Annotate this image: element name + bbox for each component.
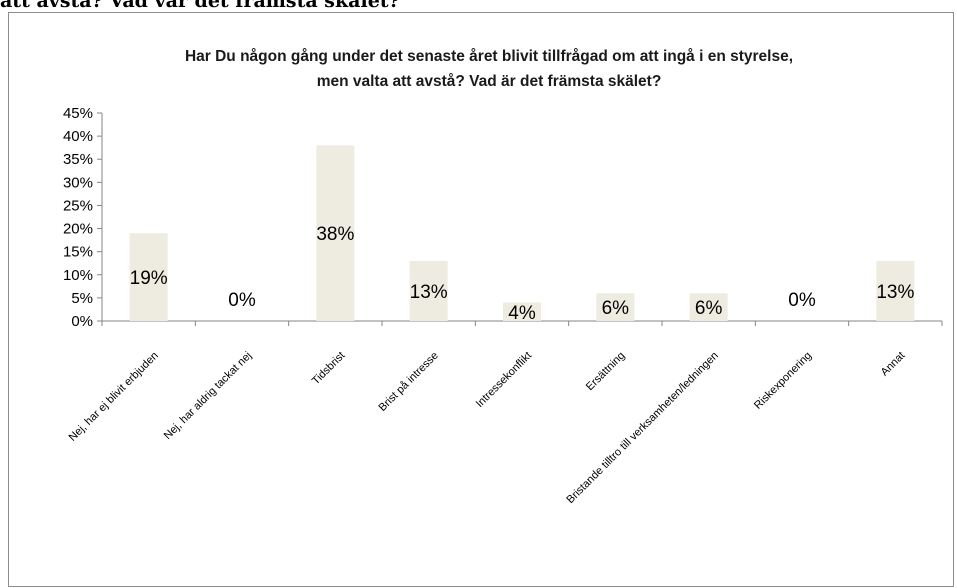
data-label: 13% xyxy=(410,282,448,303)
data-label: 13% xyxy=(876,282,914,303)
bars xyxy=(129,145,915,321)
chart-title-line2: men valta att avstå? Vad är det främsta … xyxy=(317,73,662,90)
bar xyxy=(503,302,541,321)
y-tick-label: 30% xyxy=(63,174,93,191)
data-label: 38% xyxy=(316,224,354,245)
chart-title: Har Du någon gång under det senaste året… xyxy=(185,48,793,65)
y-tick-label: 20% xyxy=(63,221,93,238)
y-tick-label: 0% xyxy=(71,313,93,330)
y-tick-label: 10% xyxy=(63,267,93,284)
y-tick-label: 25% xyxy=(63,197,93,214)
data-label: 19% xyxy=(130,268,168,289)
category-label: Nej, har ej blivit erbjuden xyxy=(67,350,161,444)
category-label: Intressekonflikt xyxy=(474,350,534,410)
category-label: Nej, har aldrig tackat nej xyxy=(162,350,254,442)
y-tick-label: 45% xyxy=(63,105,93,122)
y-tick-label: 35% xyxy=(63,151,93,168)
data-label: 4% xyxy=(508,303,536,324)
category-label: Tidsbrist xyxy=(310,350,348,388)
category-labels: Nej, har ej blivit erbjuden Nej, har aldr… xyxy=(67,350,908,506)
axes: 0% 5% 10% 15% 20% 25% 30% 35% 40% 45% xyxy=(63,105,943,330)
category-label: Brist på intresse xyxy=(377,350,441,414)
bar xyxy=(689,293,728,321)
page-heading: att avstå? Vad var det främsta skälet? xyxy=(0,0,400,12)
category-label: Riskexponering xyxy=(752,350,814,412)
bar xyxy=(129,233,168,321)
chart-frame: Har Du någon gång under det senaste året… xyxy=(8,12,954,587)
y-tick-label: 40% xyxy=(63,128,93,145)
bar xyxy=(316,145,355,321)
data-label: 6% xyxy=(602,298,630,319)
category-label: Ersättning xyxy=(584,350,628,394)
bar xyxy=(596,293,635,321)
category-label: Bristande tilltro till verksamheten/ledn… xyxy=(564,350,720,506)
data-label: 0% xyxy=(788,290,816,311)
data-label: 6% xyxy=(695,298,723,319)
bar-chart: Har Du någon gång under det senaste året… xyxy=(63,48,943,506)
data-labels: 19% 0% 38% 13% 4% 6% 6% 0% 13% xyxy=(130,224,915,324)
y-tick-label: 15% xyxy=(63,244,93,261)
data-label: 0% xyxy=(228,290,256,311)
bar xyxy=(409,260,448,321)
category-label: Annat xyxy=(879,350,908,379)
y-tick-label: 5% xyxy=(71,290,93,307)
bar xyxy=(876,260,915,321)
